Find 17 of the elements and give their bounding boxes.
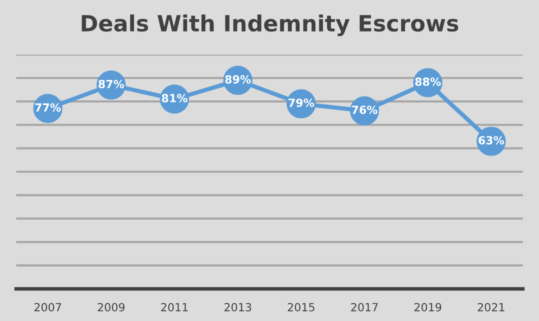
data-label: 81% xyxy=(162,94,188,102)
x-tick-label: 2013 xyxy=(224,302,252,312)
x-tick-label: 2009 xyxy=(98,302,125,312)
data-label: 79% xyxy=(288,98,314,108)
data-label: 77% xyxy=(35,103,61,112)
data-label: 89% xyxy=(225,75,251,84)
data-label: 88% xyxy=(415,78,441,86)
data-label: 63% xyxy=(478,136,504,144)
data-label: 87% xyxy=(98,80,124,88)
x-tick-label: 2007 xyxy=(34,302,62,312)
x-tick-label: 2015 xyxy=(288,302,314,312)
x-tick-label: 2021 xyxy=(478,302,504,312)
x-tick-label: 2019 xyxy=(414,302,442,312)
chart-title: Deals With Indemnity Escrows xyxy=(82,14,458,36)
x-tick-label: 2017 xyxy=(351,302,378,312)
x-tick-label: 2011 xyxy=(161,302,188,312)
data-label: 76% xyxy=(352,106,378,114)
